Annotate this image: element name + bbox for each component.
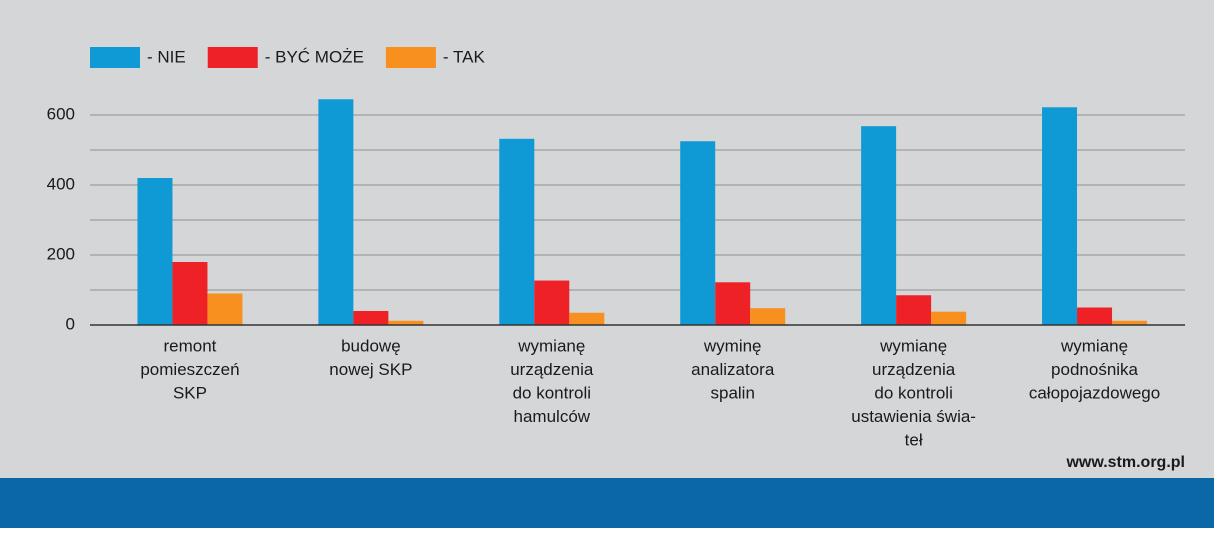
x-tick-label: urządzenia: [872, 360, 956, 379]
bar: [680, 141, 716, 325]
x-tick-label: nowej SKP: [329, 360, 412, 379]
bar: [318, 99, 354, 325]
x-tick-label: do kontroli: [513, 383, 591, 402]
bar: [137, 178, 173, 325]
x-tick-label: spalin: [710, 383, 754, 402]
legend-swatch: [385, 47, 436, 68]
x-tick-label: wyminę: [703, 336, 762, 355]
bar: [1112, 320, 1148, 325]
legend-label: - TAK: [443, 47, 486, 66]
bar: [931, 311, 967, 325]
x-tick-label: wymianę: [517, 336, 585, 355]
bar: [499, 138, 535, 325]
x-tick-label: wymianę: [879, 336, 947, 355]
x-tick-label: wymianę: [1060, 336, 1128, 355]
x-tick-label: analizatora: [691, 360, 775, 379]
y-tick-label: 400: [47, 174, 75, 193]
legend-label: - NIE: [147, 47, 186, 66]
bar: [1077, 307, 1113, 325]
footer-band: [0, 478, 1214, 528]
x-tick-label: podnośnika: [1051, 360, 1139, 379]
bar: [896, 295, 932, 325]
x-tick-label: SKP: [173, 383, 207, 402]
bar: [353, 311, 389, 325]
y-tick-label: 600: [47, 104, 75, 123]
bar: [207, 293, 243, 325]
bar: [1042, 107, 1078, 325]
legend-swatch: [207, 47, 258, 68]
legend-swatch: [90, 47, 140, 68]
x-tick-label: pomieszczeń: [140, 360, 239, 379]
bar: [172, 262, 208, 325]
x-tick-label: całopojazdowego: [1029, 383, 1160, 402]
bar: [569, 312, 605, 325]
bar: [388, 320, 424, 325]
legend-label: - BYĆ MOŻE: [265, 47, 364, 66]
x-tick-label: remont: [163, 336, 216, 355]
bar: [750, 308, 786, 325]
x-tick-label: hamulców: [514, 407, 591, 426]
bar: [534, 280, 570, 325]
x-tick-label: ustawienia świa-: [851, 407, 976, 426]
bar: [715, 282, 751, 325]
y-tick-label: 200: [47, 244, 75, 263]
x-tick-label: budowę: [341, 336, 401, 355]
x-tick-label: do kontroli: [874, 383, 952, 402]
y-tick-label: 0: [66, 314, 75, 333]
x-tick-label: teł: [905, 430, 923, 449]
x-tick-label: urządzenia: [510, 360, 594, 379]
bar: [861, 126, 897, 325]
source: www.stm.org.pl: [1065, 454, 1185, 471]
